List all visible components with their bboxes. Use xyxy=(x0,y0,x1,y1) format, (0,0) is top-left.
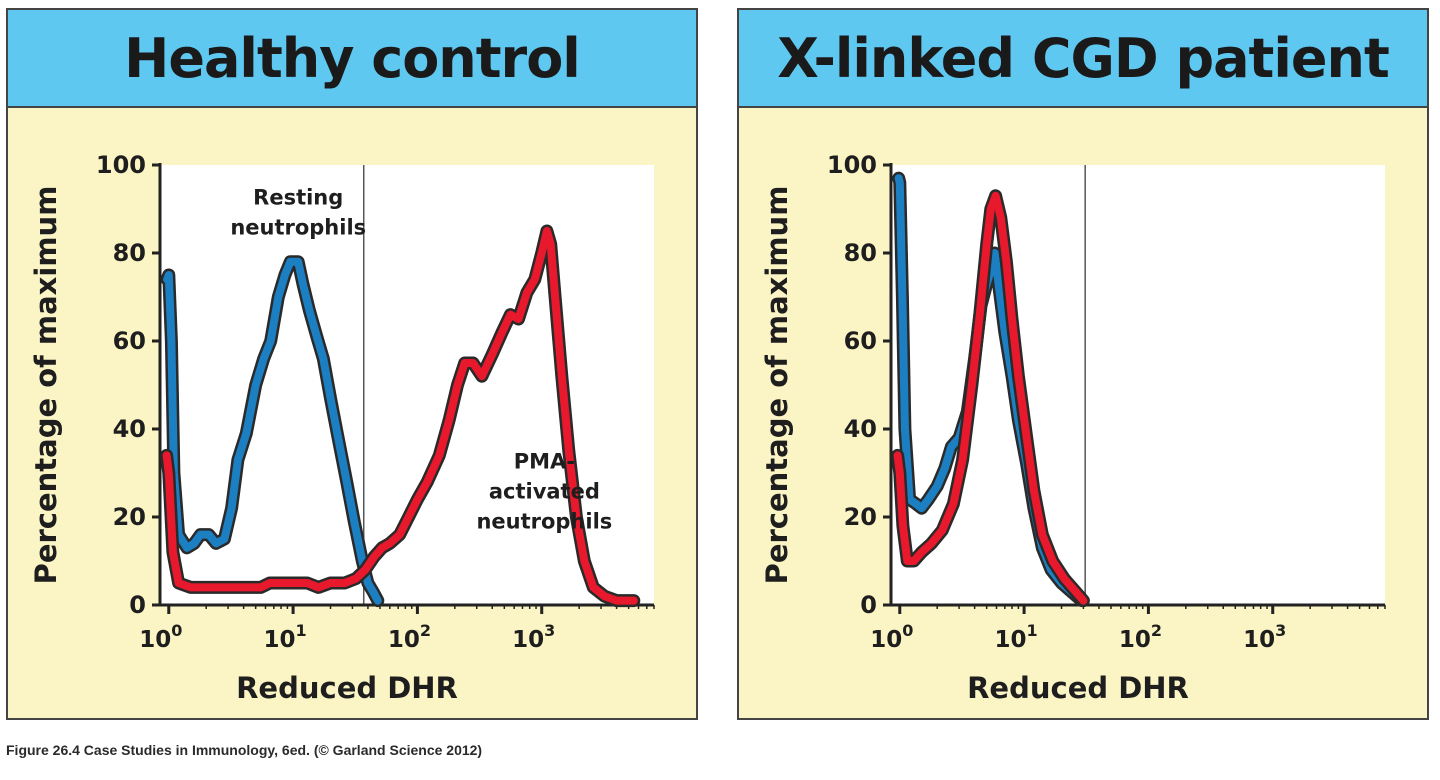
x-tick-label: 103 xyxy=(512,621,555,653)
series-line xyxy=(163,257,382,605)
panel-title: X-linked CGD patient xyxy=(739,10,1427,108)
x-tick-label: 102 xyxy=(388,621,431,653)
annotation-label: Resting xyxy=(253,186,343,210)
y-tick-label: 40 xyxy=(113,415,146,443)
y-tick-label: 100 xyxy=(96,151,146,179)
y-tick-label: 60 xyxy=(844,327,877,355)
y-tick-label: 80 xyxy=(844,239,877,267)
chart-cgd-patient: 0 20 40 60 80 100 100 101 102 103 Reduced DHR Perce… xyxy=(760,151,1386,705)
x-tick-label: 101 xyxy=(995,621,1038,653)
annotation-label: neutrophils xyxy=(230,216,366,240)
series-pma-activated-neutrophils xyxy=(891,189,1090,608)
series-line xyxy=(162,227,638,605)
y-axis-title: Percentage of maximum xyxy=(29,186,63,585)
y-tick-label: 60 xyxy=(113,327,146,355)
x-tick-label: 102 xyxy=(1119,621,1162,653)
y-axis-title: Percentage of maximum xyxy=(760,186,794,585)
panel-cgd-patient: X-linked CGD patient 0 20 40 60 80 100 100 101 1… xyxy=(737,8,1429,720)
series-resting-neutrophils xyxy=(160,255,385,608)
panel-title: Healthy control xyxy=(8,10,696,108)
x-axis-title: Reduced DHR xyxy=(967,671,1189,705)
annotation-label: neutrophils xyxy=(476,510,612,534)
y-tick-label: 80 xyxy=(113,239,146,267)
figure-caption: Figure 26.4 Case Studies in Immunology, … xyxy=(6,742,483,758)
y-tick-label: 20 xyxy=(113,503,146,531)
panel-healthy-control: Healthy control 0 20 40 60 80 100 100 101 102 103… xyxy=(6,8,698,720)
series-pma-activated-neutrophils xyxy=(160,224,641,608)
y-tick-label: 100 xyxy=(827,151,877,179)
x-tick-label: 100 xyxy=(139,621,182,653)
y-tick-label: 20 xyxy=(844,503,877,531)
series-line xyxy=(893,191,1088,605)
x-tick-label: 100 xyxy=(870,621,913,653)
chart-healthy-control: 0 20 40 60 80 100 100 101 102 103 Reduced DHR Perce… xyxy=(29,151,655,705)
y-tick-label: 0 xyxy=(129,591,146,619)
annotation-label: activated xyxy=(489,480,600,504)
annotation-label: PMA- xyxy=(514,450,575,474)
y-tick-label: 0 xyxy=(860,591,877,619)
x-tick-label: 101 xyxy=(264,621,307,653)
y-tick-label: 40 xyxy=(844,415,877,443)
x-tick-label: 103 xyxy=(1243,621,1286,653)
x-axis-title: Reduced DHR xyxy=(236,671,458,705)
